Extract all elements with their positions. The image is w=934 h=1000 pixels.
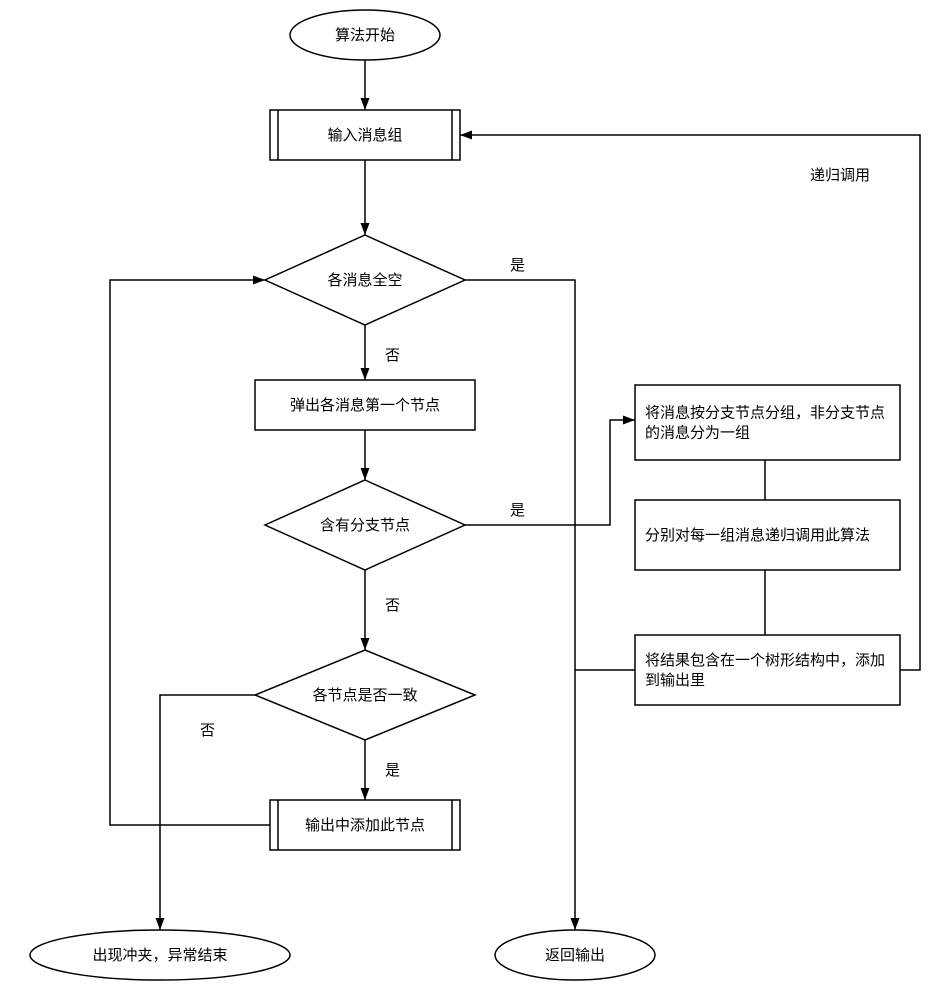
- node-append: 输出中添加此节点: [270, 800, 460, 850]
- edge-label: 否: [385, 597, 400, 614]
- node-pop: 弹出各消息第一个节点: [255, 380, 475, 430]
- svg-text:算法开始: 算法开始: [335, 26, 395, 44]
- svg-text:的消息分为一组: 的消息分为一组: [645, 425, 750, 442]
- svg-text:输入消息组: 输入消息组: [327, 127, 402, 144]
- edge: [465, 280, 575, 930]
- node-dec_branch: 含有分支节点: [265, 480, 465, 570]
- node-start: 算法开始: [290, 10, 440, 60]
- svg-text:将结果包含在一个树形结构中，添加: 将结果包含在一个树形结构中，添加: [645, 652, 885, 669]
- edge-label: 是: [510, 257, 525, 274]
- node-err_end: 出现冲夹，异常结束: [30, 930, 290, 980]
- node-dec_same: 各节点是否一致: [255, 650, 475, 740]
- svg-text:各节点是否一致: 各节点是否一致: [312, 687, 417, 704]
- svg-text:含有分支节点: 含有分支节点: [320, 517, 410, 534]
- node-dec_empty: 各消息全空: [265, 235, 465, 325]
- svg-text:返回输出: 返回输出: [545, 947, 605, 964]
- node-tree: 将结果包含在一个树形结构中，添加到输出里: [635, 635, 900, 705]
- edge-label: 是: [385, 762, 400, 779]
- flowchart-canvas: 否否是是是递归调用否算法开始输入消息组各消息全空弹出各消息第一个节点含有分支节点…: [0, 0, 934, 1000]
- edge-label: 否: [385, 347, 400, 364]
- edge-label: 否: [200, 722, 215, 739]
- svg-text:各消息全空: 各消息全空: [327, 271, 402, 289]
- edge-label: 递归调用: [810, 167, 870, 184]
- svg-text:输出中添加此节点: 输出中添加此节点: [305, 817, 425, 834]
- edge: [465, 420, 635, 525]
- node-ret_end: 返回输出: [495, 930, 655, 980]
- edge-label: 是: [510, 502, 525, 519]
- svg-text:将消息按分支节点分组，非分支节点: 将消息按分支节点分组，非分支节点: [645, 405, 885, 422]
- edge: [110, 280, 270, 825]
- svg-text:分别对每一组消息递归调用此算法: 分别对每一组消息递归调用此算法: [645, 526, 870, 544]
- svg-text:弹出各消息第一个节点: 弹出各消息第一个节点: [290, 396, 440, 414]
- node-recurse: 分别对每一组消息递归调用此算法: [635, 500, 900, 570]
- node-input: 输入消息组: [270, 110, 460, 160]
- node-grp: 将消息按分支节点分组，非分支节点的消息分为一组: [635, 385, 900, 460]
- svg-text:出现冲夹，异常结束: 出现冲夹，异常结束: [92, 947, 227, 964]
- svg-text:到输出里: 到输出里: [645, 672, 705, 689]
